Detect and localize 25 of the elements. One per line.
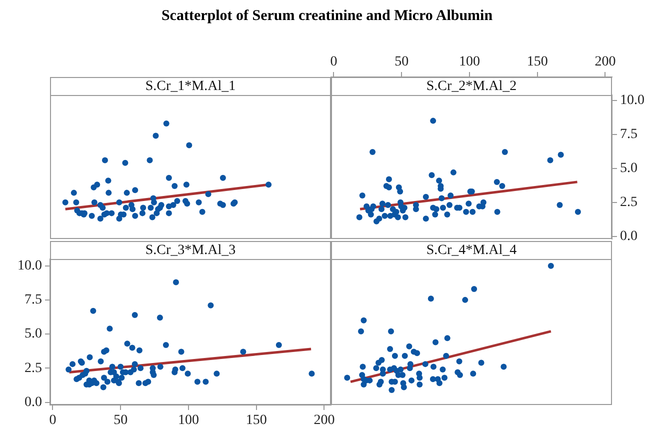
x-tick-label: 50 xyxy=(114,413,128,427)
y-tick-label: 7.5 xyxy=(620,127,638,142)
chart-subtitle: S.Cr_1*M.Al_1 xyxy=(50,77,331,95)
x-tick-label: 100 xyxy=(458,54,480,70)
x-tick-label: 0 xyxy=(49,413,56,427)
x-tick-label: 200 xyxy=(594,54,616,70)
chart-subtitle: S.Cr_4*M.Al_4 xyxy=(331,241,612,259)
x-tick-label: 50 xyxy=(394,54,409,70)
chart-title: Scatterplot of Serum creatinine and Micro Albumin xyxy=(160,8,494,25)
x-tick-label: 100 xyxy=(178,413,199,427)
x-tick-label: 150 xyxy=(246,413,267,427)
y-tick-label: 10.0 xyxy=(18,258,42,274)
x-tick-label: 150 xyxy=(526,54,548,70)
chart-subtitle: S.Cr_2*M.Al_2 xyxy=(331,77,612,95)
y-tick-label: 2.5 xyxy=(620,194,638,210)
y-tick-label: 5.0 xyxy=(24,326,42,342)
chart-subtitle: S.Cr_3*M.Al_3 xyxy=(50,241,331,259)
y-tick-label: 2.5 xyxy=(24,360,42,376)
y-tick-label: 0.0 xyxy=(620,228,638,244)
x-tick-label: 200 xyxy=(314,413,335,427)
x-tick-label: 0 xyxy=(330,54,338,70)
y-tick-label: 0.0 xyxy=(24,394,42,410)
y-tick-label: 10.0 xyxy=(620,93,644,108)
y-tick-label: 5.0 xyxy=(620,161,638,176)
y-tick-label: 7.5 xyxy=(24,292,42,308)
